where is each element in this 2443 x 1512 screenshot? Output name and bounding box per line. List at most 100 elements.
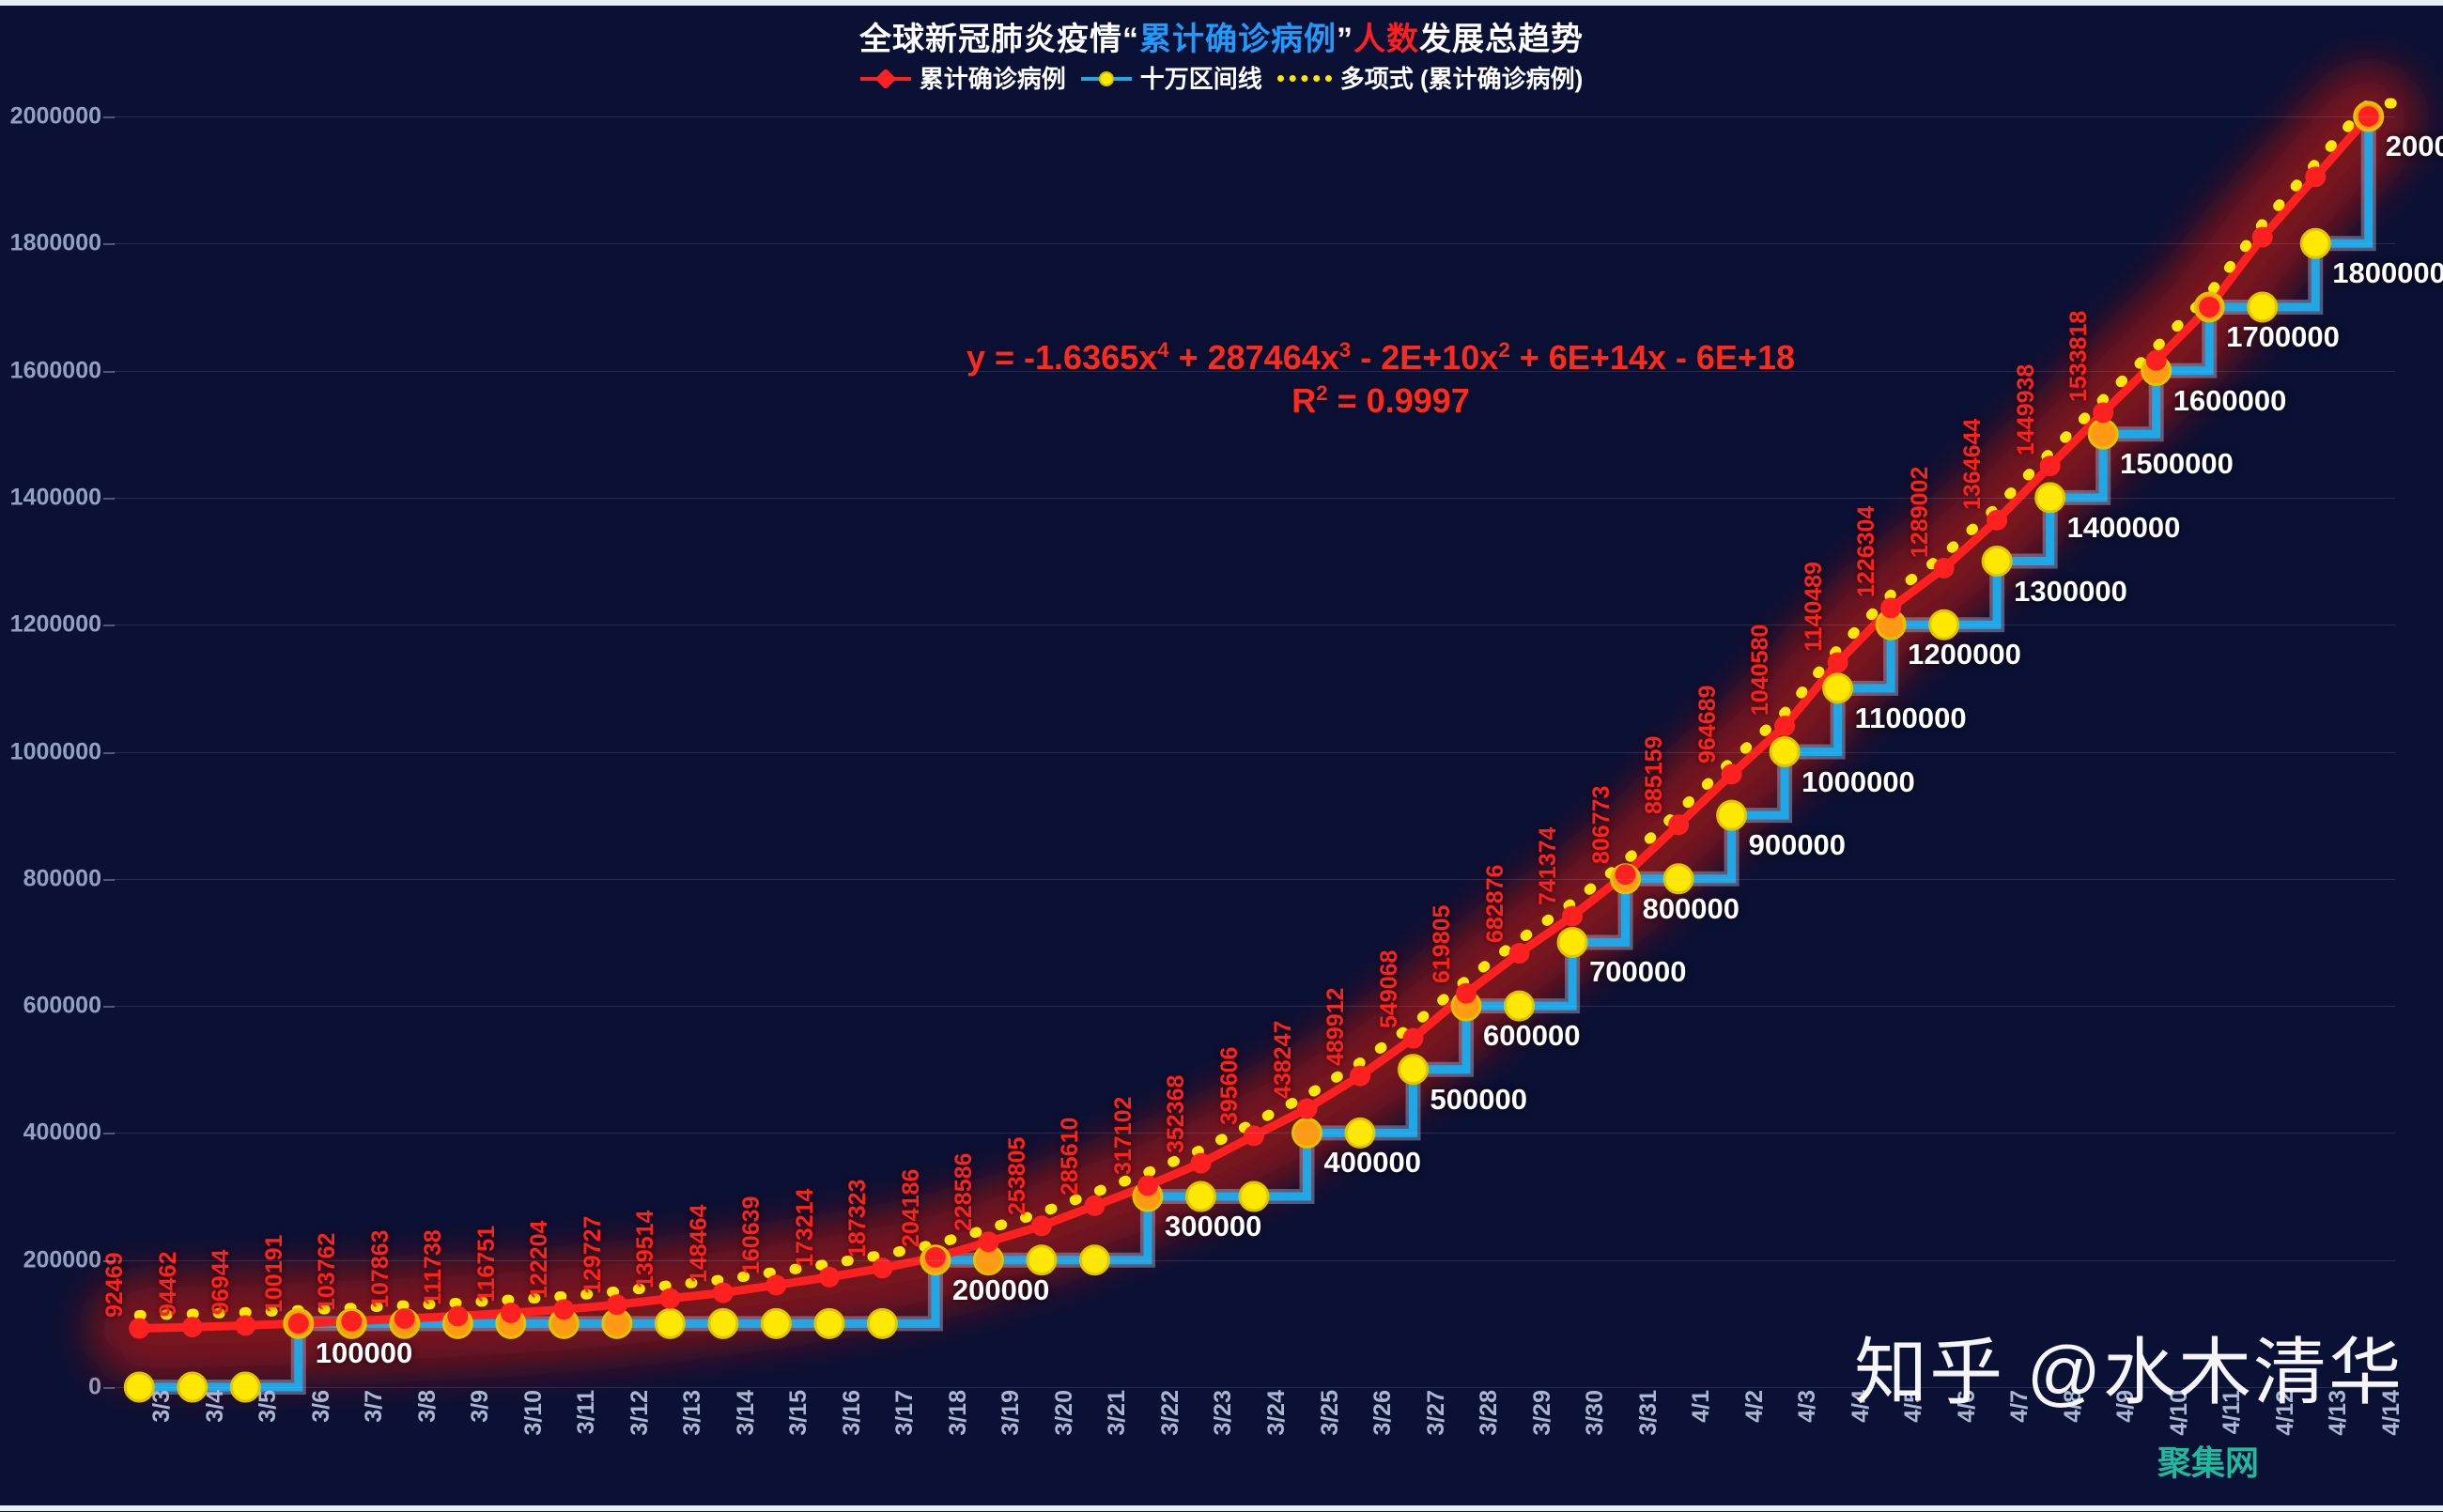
legend-label-step: 十万区间线 bbox=[1139, 65, 1262, 93]
step-point-marker bbox=[1662, 863, 1694, 895]
x-tick-label: 3/7 bbox=[361, 1390, 388, 1423]
confirmed-point-marker bbox=[818, 1266, 840, 1288]
legend-label-trendline: 多项式 (累计确诊病例) bbox=[1339, 65, 1584, 93]
gridline bbox=[113, 878, 2395, 880]
equation-text: y = -1.6365x4 + 287464x3 - 2E+10x2 + 6E+… bbox=[966, 338, 1795, 377]
confirmed-value-label: 489912 bbox=[1322, 987, 1350, 1066]
confirmed-point-marker bbox=[2305, 166, 2327, 188]
polynomial-trendline bbox=[133, 98, 2414, 1320]
step-value-label: 200000 bbox=[951, 1273, 1050, 1306]
confirmed-value-label: 103762 bbox=[314, 1232, 341, 1311]
step-point-marker bbox=[1078, 1244, 1110, 1276]
gridline bbox=[113, 497, 2395, 499]
gridline bbox=[113, 1133, 2395, 1134]
step-point-marker bbox=[123, 1371, 155, 1403]
chart-legend: 累计确诊病例 十万区间线 多项式 (累计确诊病例) bbox=[0, 60, 2443, 95]
x-tick-label: 3/10 bbox=[519, 1390, 547, 1436]
confirmed-value-label: 139514 bbox=[632, 1210, 659, 1288]
x-tick-label: 3/14 bbox=[732, 1390, 759, 1436]
y-axis: 0 200000 400000 600000 800000 1000000 1200000 1… bbox=[0, 103, 101, 1400]
y-tick-mark bbox=[103, 1133, 115, 1135]
confirmed-point-marker bbox=[2093, 402, 2114, 424]
step-point-marker bbox=[229, 1371, 261, 1403]
step-point-marker bbox=[654, 1307, 686, 1339]
confirmed-value-label: 682876 bbox=[1481, 864, 1508, 944]
gridline bbox=[113, 751, 2395, 753]
legend-item-confirmed[interactable]: 累计确诊病例 bbox=[859, 60, 1066, 95]
legend-item-step[interactable]: 十万区间线 bbox=[1080, 60, 1262, 95]
step-value-label: 1800000 bbox=[2332, 256, 2443, 290]
step-point-marker bbox=[1981, 546, 2013, 578]
confirmed-value-label: 228586 bbox=[951, 1152, 978, 1232]
x-tick-label: 3/18 bbox=[944, 1390, 971, 1436]
confirmed-point-marker bbox=[1987, 509, 2008, 531]
confirmed-value-label: 107863 bbox=[366, 1229, 394, 1309]
legend-item-trendline[interactable]: 多项式 (累计确诊病例) bbox=[1276, 60, 1584, 95]
y-tick-mark bbox=[103, 878, 115, 881]
confirmed-value-label: 352368 bbox=[1163, 1074, 1190, 1153]
confirmed-point-marker bbox=[712, 1282, 734, 1304]
x-tick-label: 3/23 bbox=[1210, 1390, 1237, 1436]
step-point-marker bbox=[2299, 227, 2331, 259]
step-point-marker bbox=[2087, 418, 2119, 450]
y-tick-label: 0 bbox=[88, 1373, 101, 1400]
confirmed-point-marker bbox=[1880, 597, 1902, 619]
x-tick-label: 3/20 bbox=[1050, 1390, 1077, 1436]
step-value-label: 500000 bbox=[1430, 1082, 1527, 1116]
confirmed-value-label: 549068 bbox=[1375, 949, 1402, 1028]
legend-marker-red-line-icon bbox=[859, 68, 911, 89]
x-tick-label: 3/5 bbox=[255, 1390, 282, 1423]
x-tick-label: 3/29 bbox=[1528, 1390, 1555, 1436]
confirmed-value-label: 100191 bbox=[260, 1234, 287, 1314]
x-tick-label: 3/3 bbox=[148, 1390, 176, 1423]
x-tick-label: 3/13 bbox=[679, 1390, 706, 1436]
step-point-marker bbox=[1344, 1117, 1376, 1149]
confirmed-point-marker bbox=[553, 1299, 575, 1320]
confirmed-point-marker bbox=[1350, 1065, 1371, 1087]
confirmed-point-marker bbox=[872, 1257, 893, 1279]
confirmed-point-marker bbox=[341, 1310, 363, 1332]
y-tick-mark bbox=[103, 116, 115, 118]
confirmed-value-label: 129727 bbox=[579, 1215, 606, 1295]
x-tick-label: 3/15 bbox=[785, 1390, 812, 1436]
title-segment-1: 全球新冠肺炎疫情“ bbox=[859, 22, 1139, 57]
step-point-marker bbox=[813, 1307, 845, 1339]
step-value-label: 400000 bbox=[1323, 1146, 1421, 1180]
confirmed-point-marker bbox=[978, 1231, 999, 1253]
confirmed-point-marker bbox=[1402, 1027, 1424, 1049]
confirmed-point-marker bbox=[659, 1288, 681, 1309]
y-tick-label: 400000 bbox=[23, 1119, 101, 1146]
confirmed-point-marker bbox=[2145, 349, 2167, 371]
confirmed-point-marker bbox=[2358, 106, 2379, 127]
confirmed-point-marker bbox=[129, 1318, 150, 1339]
step-value-label: 1000000 bbox=[1801, 764, 1915, 798]
gridline bbox=[113, 1387, 2395, 1388]
confirmed-value-label: 1226304 bbox=[1853, 506, 1880, 598]
step-value-label: 900000 bbox=[1748, 828, 1847, 862]
confirmed-point-marker bbox=[1562, 905, 1584, 927]
y-tick-mark bbox=[103, 625, 115, 627]
x-tick-label: 3/8 bbox=[413, 1390, 441, 1423]
step-point-marker bbox=[760, 1307, 792, 1339]
x-tick-label: 3/31 bbox=[1634, 1390, 1662, 1436]
confirmed-point-marker bbox=[1827, 652, 1848, 673]
confirmed-point-marker bbox=[287, 1313, 309, 1335]
x-tick-label: 3/17 bbox=[891, 1390, 919, 1436]
confirmed-value-label: 438247 bbox=[1269, 1020, 1296, 1099]
step-value-label: 800000 bbox=[1642, 891, 1740, 925]
y-tick-mark bbox=[103, 1387, 115, 1389]
confirmed-glow bbox=[99, 76, 2409, 1369]
y-tick-mark bbox=[103, 751, 115, 754]
confirmed-point-marker bbox=[1508, 943, 1530, 964]
step-value-label: 600000 bbox=[1483, 1019, 1581, 1053]
x-tick-label: 3/28 bbox=[1476, 1390, 1503, 1436]
confirmed-point-marker bbox=[1721, 764, 1742, 785]
gridline bbox=[113, 116, 2395, 117]
confirmed-point-marker bbox=[924, 1246, 946, 1268]
r-squared-text: R2 = 0.9997 bbox=[1291, 381, 1470, 421]
confirmed-point-marker bbox=[1456, 982, 1477, 1004]
confirmed-value-label: 92469 bbox=[101, 1252, 129, 1319]
step-point-marker bbox=[1026, 1244, 1058, 1276]
confirmed-point-marker bbox=[1615, 864, 1636, 886]
